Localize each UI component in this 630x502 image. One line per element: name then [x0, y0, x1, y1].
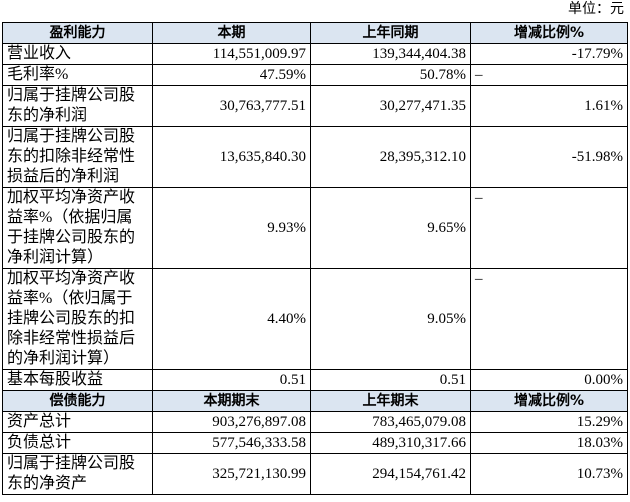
value-cell: -17.79%	[470, 43, 628, 65]
row-label: 毛利率%	[2, 64, 153, 86]
data-row: 营业收入 114,551,009.97 139,344,404.38 -17.79%	[2, 43, 628, 65]
data-row: 归属于挂牌公司股东的扣除非经常性损益后的净利润 13,635,840.30 28,3…	[2, 126, 628, 188]
value-cell: 783,465,079.08	[310, 411, 471, 433]
value-cell: 325,721,130.99	[152, 453, 311, 495]
data-row: 毛利率% 47.59% 50.78% –	[2, 64, 628, 86]
value-cell: –	[470, 268, 628, 370]
data-row: 归属于挂牌公司股东的净资产 325,721,130.99 294,154,761.4…	[2, 453, 628, 495]
value-cell: 13,635,840.30	[152, 126, 311, 188]
value-cell: 28,395,312.10	[310, 126, 471, 188]
header-cell: 增减比例%	[470, 22, 628, 44]
header-cell: 上年期末	[310, 390, 471, 412]
value-cell: 577,546,333.58	[152, 432, 311, 454]
value-cell: 294,154,761.42	[310, 453, 471, 495]
row-label: 资产总计	[2, 411, 153, 433]
value-cell: 114,551,009.97	[152, 43, 311, 65]
financial-table: 盈利能力 本期 上年同期 增减比例% 营业收入 114,551,009.97 139,344…	[2, 22, 628, 495]
value-cell: –	[470, 187, 628, 269]
value-cell: 15.29%	[470, 411, 628, 433]
header-cell: 偿债能力	[2, 390, 153, 412]
value-cell: 139,344,404.38	[310, 43, 471, 65]
header-row: 盈利能力 本期 上年同期 增减比例%	[2, 22, 628, 44]
unit-label: 单位：元	[568, 2, 624, 17]
row-label: 营业收入	[2, 43, 153, 65]
value-cell: 9.65%	[310, 187, 471, 269]
row-label: 基本每股收益	[2, 369, 153, 391]
header-row: 偿债能力 本期期末 上年期末 增减比例%	[2, 390, 628, 412]
row-label: 归属于挂牌公司股东的净资产	[2, 453, 153, 495]
value-cell: 903,276,897.08	[152, 411, 311, 433]
value-cell: -51.98%	[470, 126, 628, 188]
value-cell: 50.78%	[310, 64, 471, 86]
header-cell: 增减比例%	[470, 390, 628, 412]
data-row: 基本每股收益 0.51 0.51 0.00%	[2, 369, 628, 391]
data-row: 加权平均净资产收益率%（依归属于挂牌公司股东的扣除非经常性损益后的净利润计算） 4…	[2, 268, 628, 370]
value-cell: 0.00%	[470, 369, 628, 391]
value-cell: 1.61%	[470, 85, 628, 127]
value-cell: 4.40%	[152, 268, 311, 370]
value-cell: 9.93%	[152, 187, 311, 269]
value-cell: 489,310,317.66	[310, 432, 471, 454]
row-label: 加权平均净资产收益率%（依归属于挂牌公司股东的扣除非经常性损益后的净利润计算）	[2, 268, 153, 370]
row-label: 归属于挂牌公司股东的净利润	[2, 85, 153, 127]
data-row: 负债总计 577,546,333.58 489,310,317.66 18.03%	[2, 432, 628, 454]
data-row: 资产总计 903,276,897.08 783,465,079.08 15.29%	[2, 411, 628, 433]
header-cell: 本期	[152, 22, 311, 44]
row-label: 负债总计	[2, 432, 153, 454]
value-cell: 47.59%	[152, 64, 311, 86]
value-cell: 0.51	[152, 369, 311, 391]
value-cell: 0.51	[310, 369, 471, 391]
row-label: 加权平均净资产收益率%（依据归属于挂牌公司股东的净利润计算）	[2, 187, 153, 269]
value-cell: 10.73%	[470, 453, 628, 495]
value-cell: 30,277,471.35	[310, 85, 471, 127]
header-cell: 上年同期	[310, 22, 471, 44]
data-row: 归属于挂牌公司股东的净利润 30,763,777.51 30,277,471.35 1…	[2, 85, 628, 127]
header-cell: 本期期末	[152, 390, 311, 412]
value-cell: 18.03%	[470, 432, 628, 454]
data-row: 加权平均净资产收益率%（依据归属于挂牌公司股东的净利润计算） 9.93% 9.65%…	[2, 187, 628, 269]
value-cell: 30,763,777.51	[152, 85, 311, 127]
row-label: 归属于挂牌公司股东的扣除非经常性损益后的净利润	[2, 126, 153, 188]
value-cell: –	[470, 64, 628, 86]
value-cell: 9.05%	[310, 268, 471, 370]
header-cell: 盈利能力	[2, 22, 153, 44]
